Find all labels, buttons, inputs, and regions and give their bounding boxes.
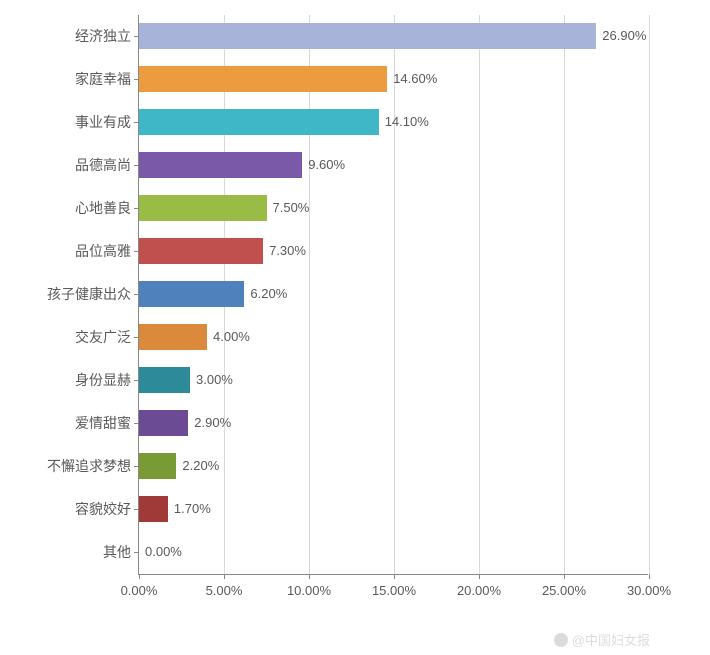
- chart-row: 交友广泛4.00%: [139, 324, 648, 350]
- x-axis-label: 25.00%: [542, 583, 586, 598]
- category-label: 品德高尚: [75, 152, 139, 178]
- bar: 7.30%: [139, 238, 263, 264]
- category-label: 身份显赫: [75, 367, 139, 393]
- category-label: 心地善良: [75, 195, 139, 221]
- bar: 9.60%: [139, 152, 302, 178]
- x-tick: [309, 574, 310, 579]
- x-axis-label: 10.00%: [287, 583, 331, 598]
- weibo-icon: [554, 633, 568, 647]
- chart-row: 经济独立26.90%: [139, 23, 648, 49]
- chart-row: 其他0.00%: [139, 539, 648, 565]
- chart-row: 容貌姣好1.70%: [139, 496, 648, 522]
- chart-row: 孩子健康出众6.20%: [139, 281, 648, 307]
- category-label: 其他: [103, 539, 139, 565]
- x-tick: [564, 574, 565, 579]
- x-axis-label: 15.00%: [372, 583, 416, 598]
- bar: 3.00%: [139, 367, 190, 393]
- value-label: 0.00%: [139, 539, 182, 565]
- value-label: 7.50%: [267, 195, 310, 221]
- bar: 7.50%: [139, 195, 267, 221]
- bar: 14.10%: [139, 109, 379, 135]
- category-label: 容貌姣好: [75, 496, 139, 522]
- x-axis-label: 0.00%: [121, 583, 158, 598]
- category-label: 交友广泛: [75, 324, 139, 350]
- category-label: 事业有成: [75, 109, 139, 135]
- value-label: 2.20%: [176, 453, 219, 479]
- bar: 2.20%: [139, 453, 176, 479]
- x-axis-label: 5.00%: [206, 583, 243, 598]
- category-label: 孩子健康出众: [47, 281, 139, 307]
- value-label: 26.90%: [596, 23, 646, 49]
- chart-row: 身份显赫3.00%: [139, 367, 648, 393]
- bar: 1.70%: [139, 496, 168, 522]
- category-label: 品位高雅: [75, 238, 139, 264]
- bar: 26.90%: [139, 23, 596, 49]
- chart-row: 爱情甜蜜2.90%: [139, 410, 648, 436]
- chart-row: 不懈追求梦想2.20%: [139, 453, 648, 479]
- bar: 6.20%: [139, 281, 244, 307]
- value-label: 14.10%: [379, 109, 429, 135]
- chart-row: 家庭幸福14.60%: [139, 66, 648, 92]
- value-label: 3.00%: [190, 367, 233, 393]
- value-label: 4.00%: [207, 324, 250, 350]
- bar: 2.90%: [139, 410, 188, 436]
- value-label: 14.60%: [387, 66, 437, 92]
- x-axis-label: 20.00%: [457, 583, 501, 598]
- value-label: 9.60%: [302, 152, 345, 178]
- x-tick: [139, 574, 140, 579]
- chart-row: 品德高尚9.60%: [139, 152, 648, 178]
- x-tick: [479, 574, 480, 579]
- plot-area: 0.00%5.00%10.00%15.00%20.00%25.00%30.00%…: [138, 15, 648, 575]
- category-label: 不懈追求梦想: [47, 453, 139, 479]
- value-label: 2.90%: [188, 410, 231, 436]
- value-label: 6.20%: [244, 281, 287, 307]
- x-axis-label: 30.00%: [627, 583, 671, 598]
- chart-row: 心地善良7.50%: [139, 195, 648, 221]
- x-tick: [224, 574, 225, 579]
- chart-row: 品位高雅7.30%: [139, 238, 648, 264]
- watermark-text: @中国妇女报: [572, 630, 650, 649]
- gridline: [649, 15, 650, 574]
- bar: 4.00%: [139, 324, 207, 350]
- value-label: 7.30%: [263, 238, 306, 264]
- bar: 14.60%: [139, 66, 387, 92]
- category-label: 经济独立: [75, 23, 139, 49]
- chart-row: 事业有成14.10%: [139, 109, 648, 135]
- category-label: 爱情甜蜜: [75, 410, 139, 436]
- watermark: @中国妇女报: [554, 630, 650, 649]
- x-tick: [394, 574, 395, 579]
- value-label: 1.70%: [168, 496, 211, 522]
- x-tick: [649, 574, 650, 579]
- category-label: 家庭幸福: [75, 66, 139, 92]
- bar-chart: 0.00% 5.00% 10.00% 15.00% 20.00% 25.00% 30.00%…: [30, 10, 680, 625]
